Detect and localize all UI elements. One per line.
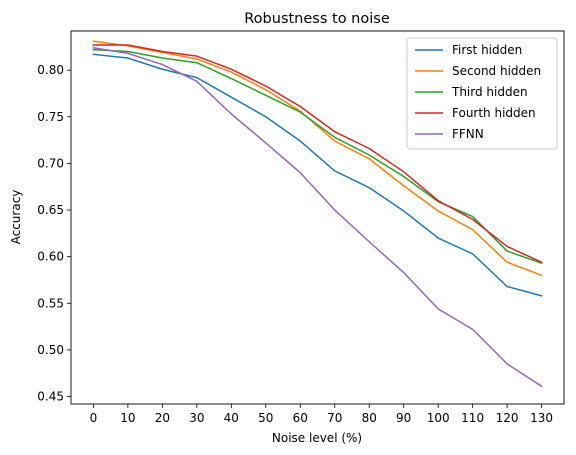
x-tick-label: 70 xyxy=(327,411,342,425)
legend: First hidden Second hidden Third hidden Fou… xyxy=(406,37,558,150)
y-tick-label: 0.45 xyxy=(37,390,64,404)
legend-label: Second hidden xyxy=(452,64,541,78)
y-tick-label: 0.60 xyxy=(37,250,64,264)
plot-lines xyxy=(92,40,543,388)
x-tick-label: 50 xyxy=(258,411,273,425)
y-axis-label: Accuracy xyxy=(9,190,23,245)
x-tick-label: 10 xyxy=(120,411,135,425)
x-tick-label: 100 xyxy=(427,411,450,425)
y-tick-label: 0.80 xyxy=(37,63,64,77)
legend-label: FFNN xyxy=(452,127,484,141)
x-tick-label: 30 xyxy=(189,411,204,425)
x-tick-label: 60 xyxy=(293,411,308,425)
chart-title: Robustness to noise xyxy=(244,11,390,27)
x-tick-label: 120 xyxy=(496,411,519,425)
y-tick-label: 0.65 xyxy=(37,203,64,217)
legend-label: First hidden xyxy=(452,43,522,57)
legend-label: Third hidden xyxy=(451,85,528,99)
plot-frame xyxy=(70,30,565,405)
y-tick-label: 0.50 xyxy=(37,343,64,357)
y-tick-label: 0.75 xyxy=(37,110,64,124)
x-axis-ticks: 0 10 20 30 40 50 60 70 80 90 100 110 120 130 xyxy=(90,404,553,425)
y-tick-label: 0.70 xyxy=(37,156,64,170)
x-tick-label: 80 xyxy=(362,411,377,425)
x-tick-label: 110 xyxy=(461,411,484,425)
legend-frame xyxy=(406,37,558,150)
x-tick-label: 40 xyxy=(224,411,239,425)
x-tick-label: 0 xyxy=(90,411,98,425)
x-tick-label: 130 xyxy=(530,411,553,425)
series-line-1 xyxy=(92,53,543,297)
series-line-5 xyxy=(92,46,543,388)
series-line-3 xyxy=(92,48,543,265)
legend-label: Fourth hidden xyxy=(452,106,536,120)
y-tick-label: 0.55 xyxy=(37,296,64,310)
series-line-4 xyxy=(92,44,543,264)
x-tick-label: 20 xyxy=(155,411,170,425)
x-axis-label: Noise level (%) xyxy=(272,431,362,445)
x-tick-label: 90 xyxy=(396,411,411,425)
series-line-2 xyxy=(92,40,543,277)
y-axis-ticks: 0.45 0.50 0.55 0.60 0.65 0.70 0.75 0.80 xyxy=(37,63,71,404)
